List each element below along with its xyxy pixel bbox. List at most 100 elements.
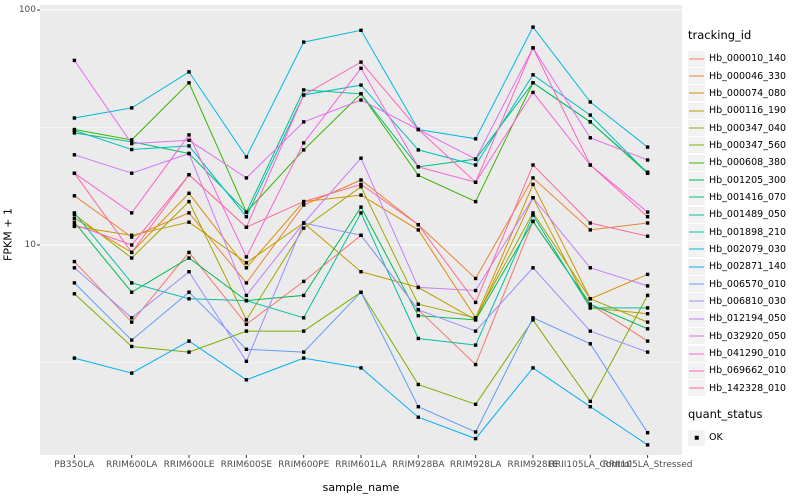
legend-line-icon (689, 248, 704, 250)
data-point (244, 281, 249, 285)
x-tick-label: RRIM600LA (105, 460, 158, 470)
data-point (531, 81, 535, 85)
data-point (588, 266, 592, 270)
data-point (130, 320, 134, 324)
legend-key-swatch (688, 68, 705, 85)
x-tick-label: RRII105LA_Control (548, 460, 632, 470)
data-point (416, 405, 420, 409)
data-point (187, 191, 191, 195)
data-point (473, 199, 478, 204)
x-axis-title: sample_name (322, 481, 400, 494)
black-square-point-icon (694, 435, 699, 440)
data-point (645, 145, 650, 149)
y-tick-label: 10 (24, 240, 36, 250)
legend-item-Hb_006810_030: Hb_006810_030 (688, 293, 800, 310)
data-point (302, 279, 306, 284)
legend-label: Hb_032920_050 (709, 330, 787, 342)
legend-label: Hb_001416_070 (709, 191, 787, 203)
data-point (645, 339, 650, 343)
data-point (72, 220, 77, 224)
data-point (416, 148, 420, 152)
data-point (302, 40, 306, 44)
data-point (416, 127, 420, 132)
data-point (359, 233, 363, 237)
data-point (645, 234, 650, 238)
legend-label: Hb_000046_330 (709, 70, 787, 82)
legend-item-Hb_000347_040: Hb_000347_040 (688, 119, 800, 137)
legend-label: Hb_000608_380 (709, 157, 787, 169)
data-point (473, 180, 478, 184)
data-point (645, 312, 650, 316)
legend-label: Hb_041290_010 (709, 348, 787, 360)
data-point (244, 359, 249, 363)
data-point (72, 259, 77, 264)
legend-key-swatch (688, 293, 705, 310)
data-point (359, 182, 363, 187)
data-point (473, 362, 478, 367)
x-tick-label: RRIM601LA (335, 460, 387, 470)
data-point (244, 261, 249, 265)
legend-item-Hb_032920_050: Hb_032920_050 (688, 328, 800, 345)
data-point (72, 116, 77, 120)
legend-item-Hb_000074_080: Hb_000074_080 (688, 85, 800, 102)
legend-line-icon (689, 127, 704, 129)
x-tick-label: RRIM928LE (507, 460, 559, 470)
data-point (645, 215, 650, 219)
data-point (130, 235, 134, 239)
data-point (187, 270, 191, 274)
legend: tracking_id Hb_000010_140 Hb_000046_330 Hb… (688, 28, 800, 446)
legend-key-swatch (688, 50, 705, 67)
data-point (302, 93, 306, 97)
legend-item-Hb_012194_050: Hb_012194_050 (688, 310, 800, 327)
legend-label: Hb_001205_300 (709, 174, 787, 186)
data-point (187, 133, 191, 137)
data-point (187, 173, 191, 177)
legend-key-swatch (688, 172, 705, 189)
legend-key-swatch (688, 189, 705, 206)
data-point (473, 163, 478, 167)
data-point (302, 221, 306, 225)
data-point (187, 144, 191, 148)
data-point (588, 163, 592, 167)
data-point (359, 193, 363, 197)
data-point (244, 329, 249, 333)
data-point (531, 213, 535, 217)
data-point (416, 336, 420, 341)
legend-item-Hb_041290_010: Hb_041290_010 (688, 345, 800, 362)
data-point (588, 342, 592, 346)
legend-line-icon (689, 335, 704, 337)
data-point (302, 226, 306, 230)
data-point (359, 66, 363, 70)
legend-line-icon (689, 266, 704, 268)
data-point (416, 302, 420, 306)
data-point (130, 281, 134, 285)
data-point (645, 221, 650, 225)
legend-item-Hb_000608_380: Hb_000608_380 (688, 154, 800, 171)
data-point (130, 147, 134, 152)
legend-line-icon (689, 162, 704, 164)
data-point (531, 90, 535, 95)
data-point (72, 266, 77, 270)
legend-label: Hb_000010_140 (709, 53, 787, 65)
y-axis-title: FPKM + 1 (1, 208, 15, 261)
data-point (588, 329, 592, 333)
data-point (302, 88, 306, 92)
data-point (473, 276, 478, 281)
legend-line-icon (689, 179, 704, 181)
data-point (359, 366, 363, 370)
data-point (244, 318, 249, 322)
legend-key-swatch (688, 310, 705, 327)
legend-item-Hb_000347_560: Hb_000347_560 (688, 137, 800, 154)
data-point (416, 382, 420, 387)
legend-key-swatch (688, 258, 705, 275)
data-point (531, 211, 535, 215)
data-point (416, 415, 420, 419)
data-point (130, 106, 134, 110)
legend-line-icon (689, 300, 704, 302)
legend-label: Hb_001489_050 (709, 209, 787, 221)
data-point (187, 199, 191, 204)
legend-line-icon (689, 196, 704, 198)
data-point (72, 223, 77, 227)
data-point (302, 293, 306, 298)
x-tick-label: RRII105LA_Stressed (602, 460, 693, 470)
